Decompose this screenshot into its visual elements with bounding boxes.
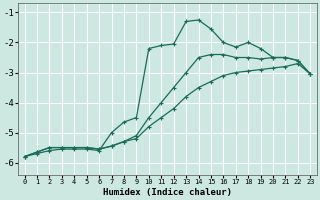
X-axis label: Humidex (Indice chaleur): Humidex (Indice chaleur)	[103, 188, 232, 197]
